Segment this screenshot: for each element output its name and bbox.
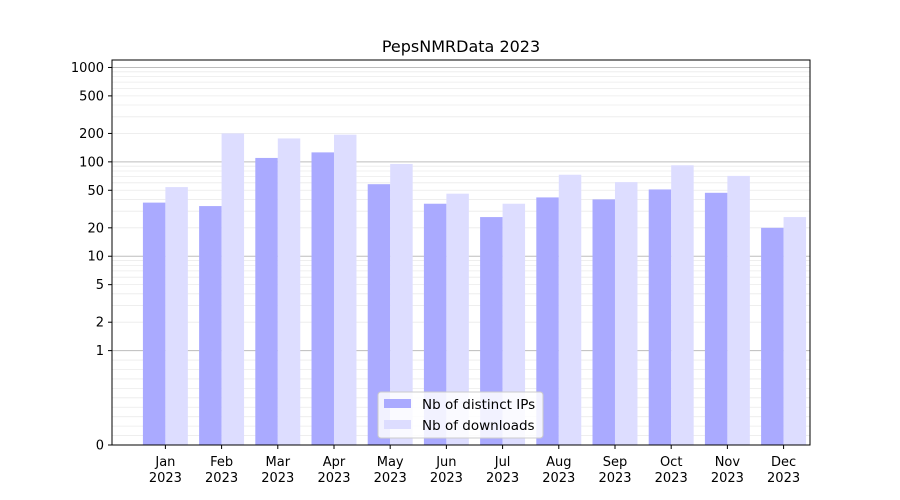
y-tick-label: 2: [96, 316, 104, 331]
y-tick-label: 1000: [71, 61, 104, 76]
bar-downloads: [277, 138, 301, 445]
x-tick-label: Nov: [715, 455, 741, 470]
x-tick-label: 2023: [542, 471, 575, 486]
x-tick-label: Apr: [323, 455, 346, 470]
y-tick-label: 50: [87, 184, 104, 199]
bar-downloads: [333, 134, 357, 446]
x-tick-label: 2023: [261, 471, 294, 486]
x-tick-label: 2023: [598, 471, 631, 486]
bar-distinct-ips: [648, 189, 672, 445]
x-tick-label: Dec: [771, 455, 796, 470]
y-tick-label: 20: [87, 221, 104, 236]
y-tick-label: 0: [96, 439, 104, 454]
legend-box: [377, 391, 544, 439]
x-tick-label: 2023: [205, 471, 238, 486]
plot-frame: [111, 59, 811, 446]
y-tick-label: 10: [87, 250, 104, 265]
bar-downloads: [221, 133, 245, 445]
x-tick-label: 2023: [711, 471, 744, 486]
bar-downloads: [558, 174, 582, 445]
x-axis: Jan2023Feb2023Mar2023Apr2023May2023Jun20…: [149, 445, 800, 486]
bars: [142, 133, 807, 446]
x-tick-label: Jun: [435, 455, 456, 470]
legend-swatch: [384, 399, 411, 408]
y-tick-label: 5: [96, 278, 104, 293]
x-tick-label: Sep: [603, 455, 628, 470]
x-tick-label: Aug: [546, 455, 571, 470]
y-tick-label: 200: [79, 127, 104, 142]
chart-title: PepsNMRData 2023: [382, 37, 540, 56]
y-tick-label: 1: [96, 344, 104, 359]
bar-downloads: [390, 163, 413, 445]
y-tick-label: 100: [79, 155, 104, 170]
bar-downloads: [614, 182, 638, 445]
bar-downloads: [727, 175, 750, 445]
x-tick-label: 2023: [655, 471, 688, 486]
bar-distinct-ips: [761, 227, 784, 445]
bar-downloads: [446, 193, 469, 445]
x-tick-label: 2023: [767, 471, 800, 486]
bar-distinct-ips: [255, 157, 278, 445]
bar-downloads: [671, 165, 694, 445]
bar-downloads: [783, 217, 807, 445]
legend: Nb of distinct IPs Nb of downloads: [377, 391, 544, 439]
x-tick-label: 2023: [374, 471, 407, 486]
x-tick-label: Jan: [154, 455, 175, 470]
bar-distinct-ips: [199, 206, 222, 445]
x-tick-label: Oct: [660, 455, 682, 470]
y-tick-label: 500: [79, 89, 104, 104]
x-tick-label: Feb: [210, 455, 233, 470]
bar-distinct-ips: [311, 152, 334, 445]
bar-distinct-ips: [536, 197, 559, 445]
bar-downloads: [165, 187, 188, 446]
bar-distinct-ips: [592, 199, 615, 445]
x-tick-label: 2023: [317, 471, 350, 486]
x-tick-label: 2023: [430, 471, 463, 486]
x-tick-label: 2023: [149, 471, 182, 486]
bar-distinct-ips: [704, 192, 728, 445]
x-tick-label: May: [377, 455, 404, 470]
legend-label: Nb of downloads: [422, 418, 535, 434]
x-tick-label: Jul: [494, 455, 511, 470]
x-tick-label: Mar: [266, 455, 291, 470]
bar-downloads: [502, 203, 526, 445]
bar-distinct-ips: [367, 184, 391, 445]
bar-distinct-ips: [423, 203, 447, 445]
y-axis: 0 1 2 5 10 20 50 100 200 500 1000: [71, 61, 112, 454]
x-tick-label: 2023: [486, 471, 519, 486]
bar-distinct-ips: [480, 217, 503, 445]
legend-swatch: [384, 420, 411, 429]
legend-label: Nb of distinct IPs: [422, 397, 535, 413]
bar-distinct-ips: [142, 202, 166, 445]
